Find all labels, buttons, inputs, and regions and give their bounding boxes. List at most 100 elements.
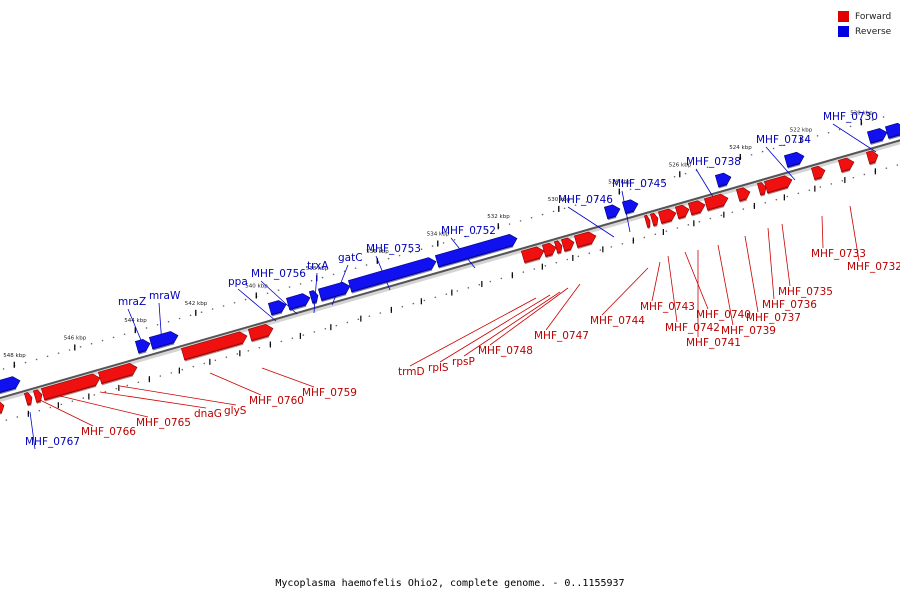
forward-gene-label[interactable]: MHF_0748 bbox=[478, 345, 533, 357]
reverse-gene-label[interactable]: MHF_0738 bbox=[686, 156, 741, 168]
lower-guide-dot bbox=[115, 387, 118, 390]
forward-gene[interactable] bbox=[763, 174, 794, 195]
reverse-gene-label[interactable]: ppa bbox=[228, 276, 248, 288]
reverse-gene-label[interactable]: gatC bbox=[338, 252, 363, 264]
reverse-leader-line bbox=[29, 411, 36, 450]
forward-gene-label[interactable]: rpsP bbox=[452, 356, 475, 368]
forward-gene[interactable] bbox=[756, 182, 768, 197]
forward-gene-label[interactable]: MHF_0733 bbox=[811, 248, 866, 260]
reverse-gene-label[interactable]: trxA bbox=[307, 260, 329, 272]
forward-gene[interactable] bbox=[247, 323, 275, 343]
forward-gene[interactable] bbox=[674, 204, 691, 221]
forward-gene-label[interactable]: MHF_0735 bbox=[778, 286, 833, 298]
forward-gene-label[interactable]: MHF_0740 bbox=[696, 309, 751, 321]
upper-guide-dot bbox=[794, 141, 797, 143]
forward-gene[interactable] bbox=[573, 230, 598, 249]
reverse-gene[interactable] bbox=[148, 330, 180, 351]
reverse-gene[interactable] bbox=[267, 299, 288, 317]
forward-gene-label[interactable]: MHF_0760 bbox=[249, 395, 304, 407]
ruler-tick-label: 530 kbp bbox=[548, 197, 571, 203]
reverse-gene[interactable] bbox=[347, 256, 438, 294]
reverse-gene[interactable] bbox=[603, 203, 622, 221]
gene-arrows bbox=[0, 122, 900, 416]
forward-gene[interactable] bbox=[541, 242, 558, 259]
reverse-gene-label[interactable]: MHF_0745 bbox=[612, 178, 667, 190]
forward-gene[interactable] bbox=[520, 245, 546, 265]
forward-gene[interactable] bbox=[687, 199, 707, 217]
reverse-gene-label[interactable]: MHF_0767 bbox=[25, 436, 80, 448]
ruler-tick-label: 538 kbp bbox=[306, 266, 329, 272]
reverse-gene[interactable] bbox=[134, 338, 152, 355]
lower-guide-dot bbox=[654, 233, 657, 236]
reverse-gene-label[interactable]: MHF_0730 bbox=[823, 111, 878, 123]
forward-gene-label[interactable]: trmD bbox=[398, 366, 425, 378]
forward-leader-line bbox=[39, 399, 94, 427]
forward-gene[interactable] bbox=[735, 186, 752, 203]
reverse-leader-line bbox=[832, 123, 877, 153]
lower-guide-dot bbox=[203, 362, 206, 365]
reverse-gene[interactable] bbox=[434, 233, 519, 269]
forward-gene[interactable] bbox=[657, 207, 678, 225]
ruler-tick-label: 546 kbp bbox=[64, 335, 87, 341]
forward-gene-label[interactable]: MHF_0737 bbox=[746, 312, 801, 324]
forward-gene-label[interactable]: MHF_0766 bbox=[81, 426, 136, 438]
forward-gene[interactable] bbox=[40, 372, 102, 402]
upper-guide-dot bbox=[244, 298, 247, 301]
forward-leader-line bbox=[767, 227, 775, 300]
reverse-gene[interactable] bbox=[866, 127, 889, 145]
reverse-gene[interactable] bbox=[285, 292, 312, 312]
lower-guide-dot bbox=[742, 208, 745, 210]
reverse-gene[interactable] bbox=[308, 290, 320, 305]
forward-gene-label[interactable]: MHF_0759 bbox=[302, 387, 357, 399]
forward-gene[interactable] bbox=[32, 389, 44, 404]
upper-guide-dot bbox=[321, 276, 324, 279]
forward-gene-label[interactable]: MHF_0747 bbox=[534, 330, 589, 342]
reverse-gene[interactable] bbox=[621, 198, 640, 216]
reverse-gene-label[interactable]: MHF_0756 bbox=[251, 268, 306, 280]
reverse-gene[interactable] bbox=[783, 151, 806, 169]
lower-guide-dot bbox=[38, 409, 41, 412]
forward-gene[interactable] bbox=[23, 392, 34, 407]
reverse-gene[interactable] bbox=[714, 171, 733, 189]
forward-gene-label[interactable]: glyS bbox=[224, 405, 247, 417]
lower-guide-dot bbox=[159, 375, 162, 377]
forward-gene[interactable] bbox=[560, 237, 576, 253]
reverse-gene[interactable] bbox=[0, 375, 22, 396]
reverse-gene[interactable] bbox=[317, 280, 352, 303]
reverse-gene-label[interactable]: MHF_0753 bbox=[366, 243, 421, 255]
forward-gene-label[interactable]: MHF_0739 bbox=[721, 325, 776, 337]
forward-leader-line bbox=[463, 291, 561, 357]
upper-guide-dot bbox=[783, 144, 786, 147]
forward-gene-label[interactable]: MHF_0732 bbox=[847, 261, 900, 273]
forward-gene-label[interactable]: MHF_0743 bbox=[640, 301, 695, 313]
lower-guide-dot bbox=[577, 255, 580, 258]
reverse-gene[interactable] bbox=[884, 122, 900, 140]
forward-gene[interactable] bbox=[837, 156, 856, 174]
forward-gene[interactable] bbox=[649, 212, 660, 228]
forward-gene-label[interactable]: dnaG bbox=[194, 408, 222, 420]
forward-gene-label[interactable]: MHF_0765 bbox=[136, 417, 191, 429]
forward-gene[interactable] bbox=[810, 165, 827, 182]
forward-gene[interactable] bbox=[553, 240, 564, 255]
forward-gene-label[interactable]: rplS bbox=[428, 362, 449, 374]
forward-gene[interactable] bbox=[180, 330, 249, 362]
forward-gene[interactable] bbox=[0, 400, 6, 416]
reverse-gene-label[interactable]: MHF_0752 bbox=[441, 225, 496, 237]
upper-guide-dot bbox=[431, 245, 434, 247]
lower-guide-dot bbox=[555, 261, 558, 264]
forward-gene-label[interactable]: MHF_0742 bbox=[665, 322, 720, 334]
forward-gene[interactable] bbox=[643, 214, 652, 229]
reverse-gene-label[interactable]: MHF_0746 bbox=[558, 194, 613, 206]
backbone-shade bbox=[0, 140, 900, 403]
forward-gene-label[interactable]: MHF_0744 bbox=[590, 315, 645, 327]
forward-gene[interactable] bbox=[97, 362, 139, 386]
forward-gene[interactable] bbox=[865, 150, 880, 166]
forward-swatch bbox=[838, 11, 849, 22]
reverse-gene-label[interactable]: mraZ bbox=[118, 296, 146, 308]
reverse-gene-label[interactable]: mraW bbox=[149, 290, 181, 302]
forward-gene-label[interactable]: MHF_0736 bbox=[762, 299, 817, 311]
forward-gene[interactable] bbox=[703, 192, 730, 212]
forward-gene-label[interactable]: MHF_0741 bbox=[686, 337, 741, 349]
reverse-gene-label[interactable]: MHF_0734 bbox=[756, 134, 811, 146]
